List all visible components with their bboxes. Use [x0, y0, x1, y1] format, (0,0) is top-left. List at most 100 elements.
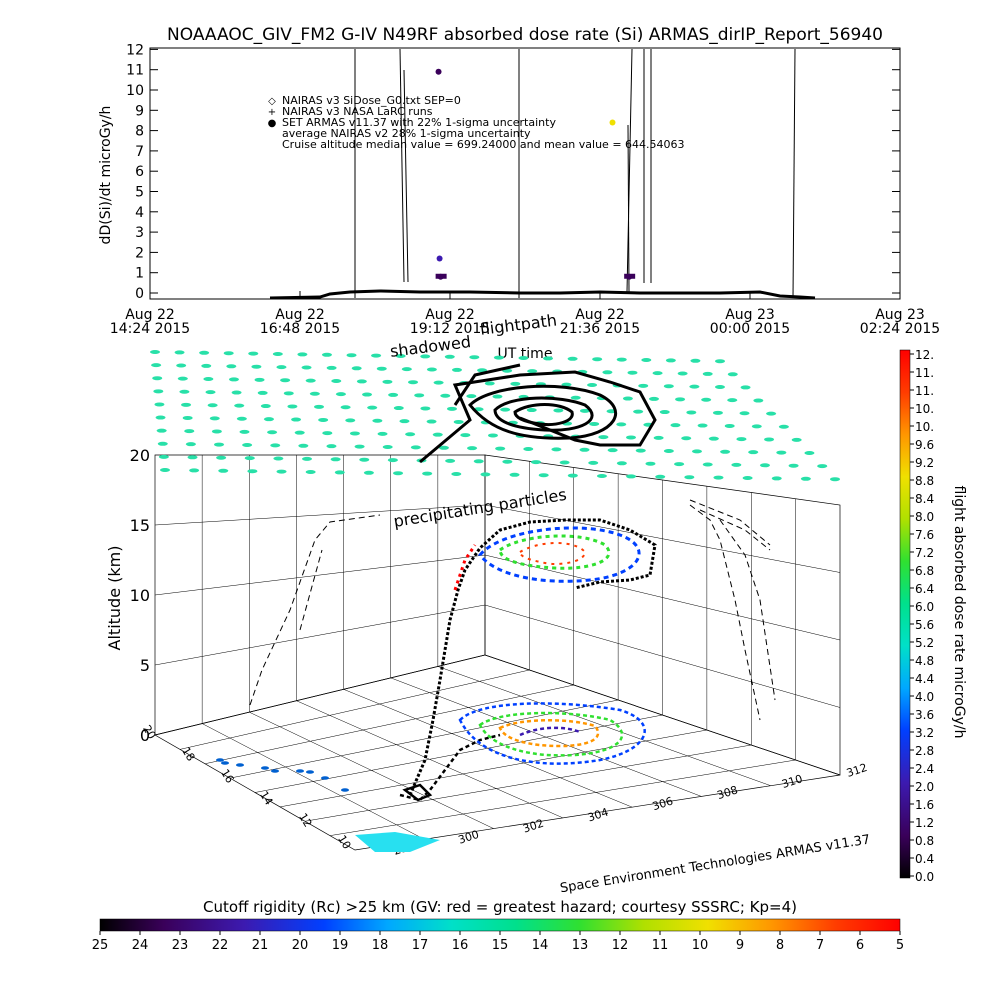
rigidity-colorbar-tick-label: 7 [816, 938, 824, 953]
rigidity-marker [444, 354, 455, 359]
grid-line [202, 723, 425, 840]
rigidity-marker [659, 410, 670, 415]
grid-line [304, 744, 752, 822]
rigidity-marker [493, 355, 504, 360]
rigidity-colorbar-tick-label: 9 [736, 938, 744, 953]
latitude-ticks: 10 12 14 16 18 20 [140, 723, 353, 852]
rigidity-marker [697, 423, 708, 428]
grid-line [204, 684, 574, 764]
rigidity-marker [150, 350, 160, 354]
rigidity-marker [655, 474, 666, 479]
rigidity-marker [579, 408, 590, 413]
rigidity-marker [776, 450, 787, 455]
rigidity-marker [260, 404, 271, 409]
top-x-tick-label-time: 21:36 2015 [560, 321, 640, 337]
top-x-tick-label-time: 14:24 2015 [110, 321, 190, 337]
grid-line [343, 689, 633, 808]
rigidity-marker [179, 389, 190, 394]
rigidity-marker [527, 369, 538, 374]
rigidity-marker [675, 397, 686, 402]
rigidity-marker [314, 404, 325, 409]
rigidity-marker [239, 429, 250, 434]
rigidity-colorbar-tick-label: 14 [532, 938, 549, 953]
dose-colorbar-tick-label: 7.6 [915, 528, 934, 542]
rigidity-marker [267, 430, 278, 435]
rigidity-colorbar-bar [99, 918, 901, 932]
rigidity-marker [251, 364, 262, 369]
rigidity-marker [598, 435, 609, 440]
legend-marker: ● [268, 118, 277, 129]
rigidity-marker [446, 406, 457, 411]
cutoff-rigidity-field [150, 350, 840, 792]
rigidity-marker [387, 458, 398, 463]
rigidity-colorbar-tick-label: 17 [412, 938, 429, 953]
grid-line [390, 677, 702, 797]
rigidity-marker [622, 396, 633, 401]
rigidity-marker [408, 380, 419, 385]
grid-line [249, 711, 494, 829]
top-x-tick-label-date: Aug 22 [575, 307, 625, 323]
rigidity-marker [309, 391, 320, 396]
legend-entry: Cruise altitude median value = 699.24000… [282, 138, 685, 151]
longitude-tick-label: 312 [845, 761, 869, 780]
latitude-tick-label: 20 [140, 723, 158, 742]
rigidity-marker [626, 474, 637, 479]
rigidity-marker [701, 397, 712, 402]
rigidity-marker [356, 379, 367, 384]
top-y-tick-label: 8 [135, 124, 144, 140]
top-legend: ◇ NAIRAS v3 SiDose_G0.txt SEP=0 + NAIRAS v3… [268, 94, 685, 151]
dose-rate-colorbar: 12. 11. 11. 10. 10. 9.6 9.2 8.8 8.4 8.0 7.6 7.2 6.8 6… [899, 348, 967, 884]
rigidity-colorbar-tick-label: 23 [172, 938, 189, 953]
top-y-tick-label: 5 [135, 185, 144, 201]
rigidity-marker [616, 422, 627, 427]
rigidity-marker [359, 457, 370, 462]
rigidity-marker [305, 378, 316, 383]
rigidity-marker [559, 460, 570, 465]
top-x-tick-label-date: Aug 23 [725, 307, 775, 323]
top-x-tick-label-date: Aug 23 [875, 307, 925, 323]
rigidity-marker [377, 431, 388, 436]
rigidity-marker [440, 393, 451, 398]
rigidity-marker [759, 463, 770, 468]
dose-colorbar-tick-label: 1.2 [915, 816, 934, 830]
rigidity-marker [335, 392, 346, 397]
rigidity-marker [626, 435, 637, 440]
rigidity-marker [376, 366, 387, 371]
rigidity-marker [247, 469, 258, 474]
rigidity-colorbar-tick-label: 15 [492, 938, 509, 953]
rigidity-marker [305, 470, 316, 474]
rigidity-marker [214, 442, 225, 447]
rigidity-marker [182, 415, 193, 420]
rigidity-colorbar-tick-label: 25 [92, 938, 109, 953]
dose-colorbar-ticks: 12. 11. 11. 10. 10. 9.6 9.2 8.8 8.4 8.0 7.6 7.2 6.8 6… [910, 348, 934, 884]
rigidity-marker [236, 763, 244, 767]
flightpath-3d [408, 518, 657, 796]
dose-colorbar-tick-label: 6.4 [915, 582, 934, 596]
rigidity-marker [331, 379, 342, 384]
top-y-tick-label: 11 [126, 63, 144, 79]
longitude-tick-label: 302 [521, 817, 545, 836]
rigidity-marker [405, 432, 416, 437]
grid-line [254, 714, 663, 793]
rigidity-marker [426, 367, 437, 372]
rigidity-marker [753, 398, 764, 403]
rigidity-marker [553, 408, 564, 413]
rigidity-colorbar-label: Cutoff rigidity (Rc) >25 km (GV: red = g… [203, 898, 797, 916]
armas-point [609, 119, 616, 126]
top-x-tick-label-date: Aug 22 [275, 307, 325, 323]
rigidity-marker [184, 429, 195, 434]
rigidity-marker [433, 380, 444, 385]
altitude-tick-label: 15 [130, 516, 150, 535]
top-y-tick-label: 4 [135, 205, 144, 221]
rigidity-marker [263, 417, 274, 422]
rigidity-marker [538, 473, 549, 478]
rigidity-marker [460, 433, 471, 438]
rigidity-marker [500, 407, 511, 412]
top-x-tick-label-time: 02:24 2015 [860, 321, 940, 337]
rigidity-marker [648, 396, 659, 401]
rigidity-marker [211, 429, 222, 434]
rigidity-marker [280, 378, 291, 383]
